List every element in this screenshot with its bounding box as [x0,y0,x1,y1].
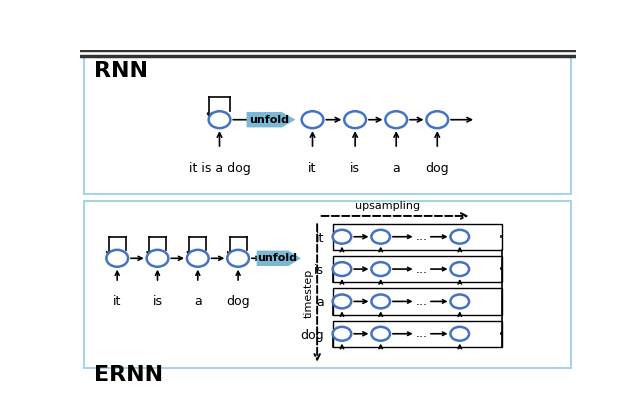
Polygon shape [246,112,296,127]
Bar [84,200,571,368]
Text: ...: ... [416,327,428,340]
Ellipse shape [451,327,469,341]
Text: RNN: RNN [94,61,148,81]
Text: is: is [152,295,163,308]
Text: upsampling: upsampling [355,201,420,211]
Bar [333,256,502,282]
Text: dog: dog [227,295,250,308]
Bar [333,321,502,347]
Text: timestep: timestep [303,268,313,318]
Ellipse shape [187,250,209,267]
Ellipse shape [385,111,407,128]
Text: it: it [113,295,122,308]
Ellipse shape [333,327,351,341]
Text: dog: dog [426,162,449,175]
Text: a: a [392,162,400,175]
Ellipse shape [106,250,128,267]
Ellipse shape [371,327,390,341]
Text: it: it [308,162,317,175]
Text: unfold: unfold [257,253,297,263]
Ellipse shape [371,230,390,244]
Ellipse shape [451,262,469,276]
Text: it is a dog: it is a dog [189,162,250,175]
Text: ...: ... [416,262,428,276]
Ellipse shape [426,111,448,128]
Ellipse shape [451,230,469,244]
Text: dog: dog [301,329,324,342]
Ellipse shape [451,294,469,308]
Text: ...: ... [416,230,428,243]
Ellipse shape [147,250,168,267]
Text: ERNN: ERNN [94,365,163,385]
Ellipse shape [344,111,366,128]
Text: it: it [316,232,324,245]
Ellipse shape [227,250,249,267]
Text: a: a [316,297,324,310]
Ellipse shape [301,111,323,128]
Ellipse shape [333,294,351,308]
Ellipse shape [333,262,351,276]
Ellipse shape [209,111,230,128]
Text: is: is [314,264,324,277]
Ellipse shape [371,294,390,308]
Bar [84,57,571,194]
Bar [333,223,502,250]
Text: ...: ... [416,295,428,308]
Text: unfold: unfold [249,115,289,125]
Bar [333,288,502,315]
Ellipse shape [371,262,390,276]
Polygon shape [257,251,301,266]
Text: is: is [350,162,360,175]
Ellipse shape [333,230,351,244]
Text: a: a [194,295,202,308]
